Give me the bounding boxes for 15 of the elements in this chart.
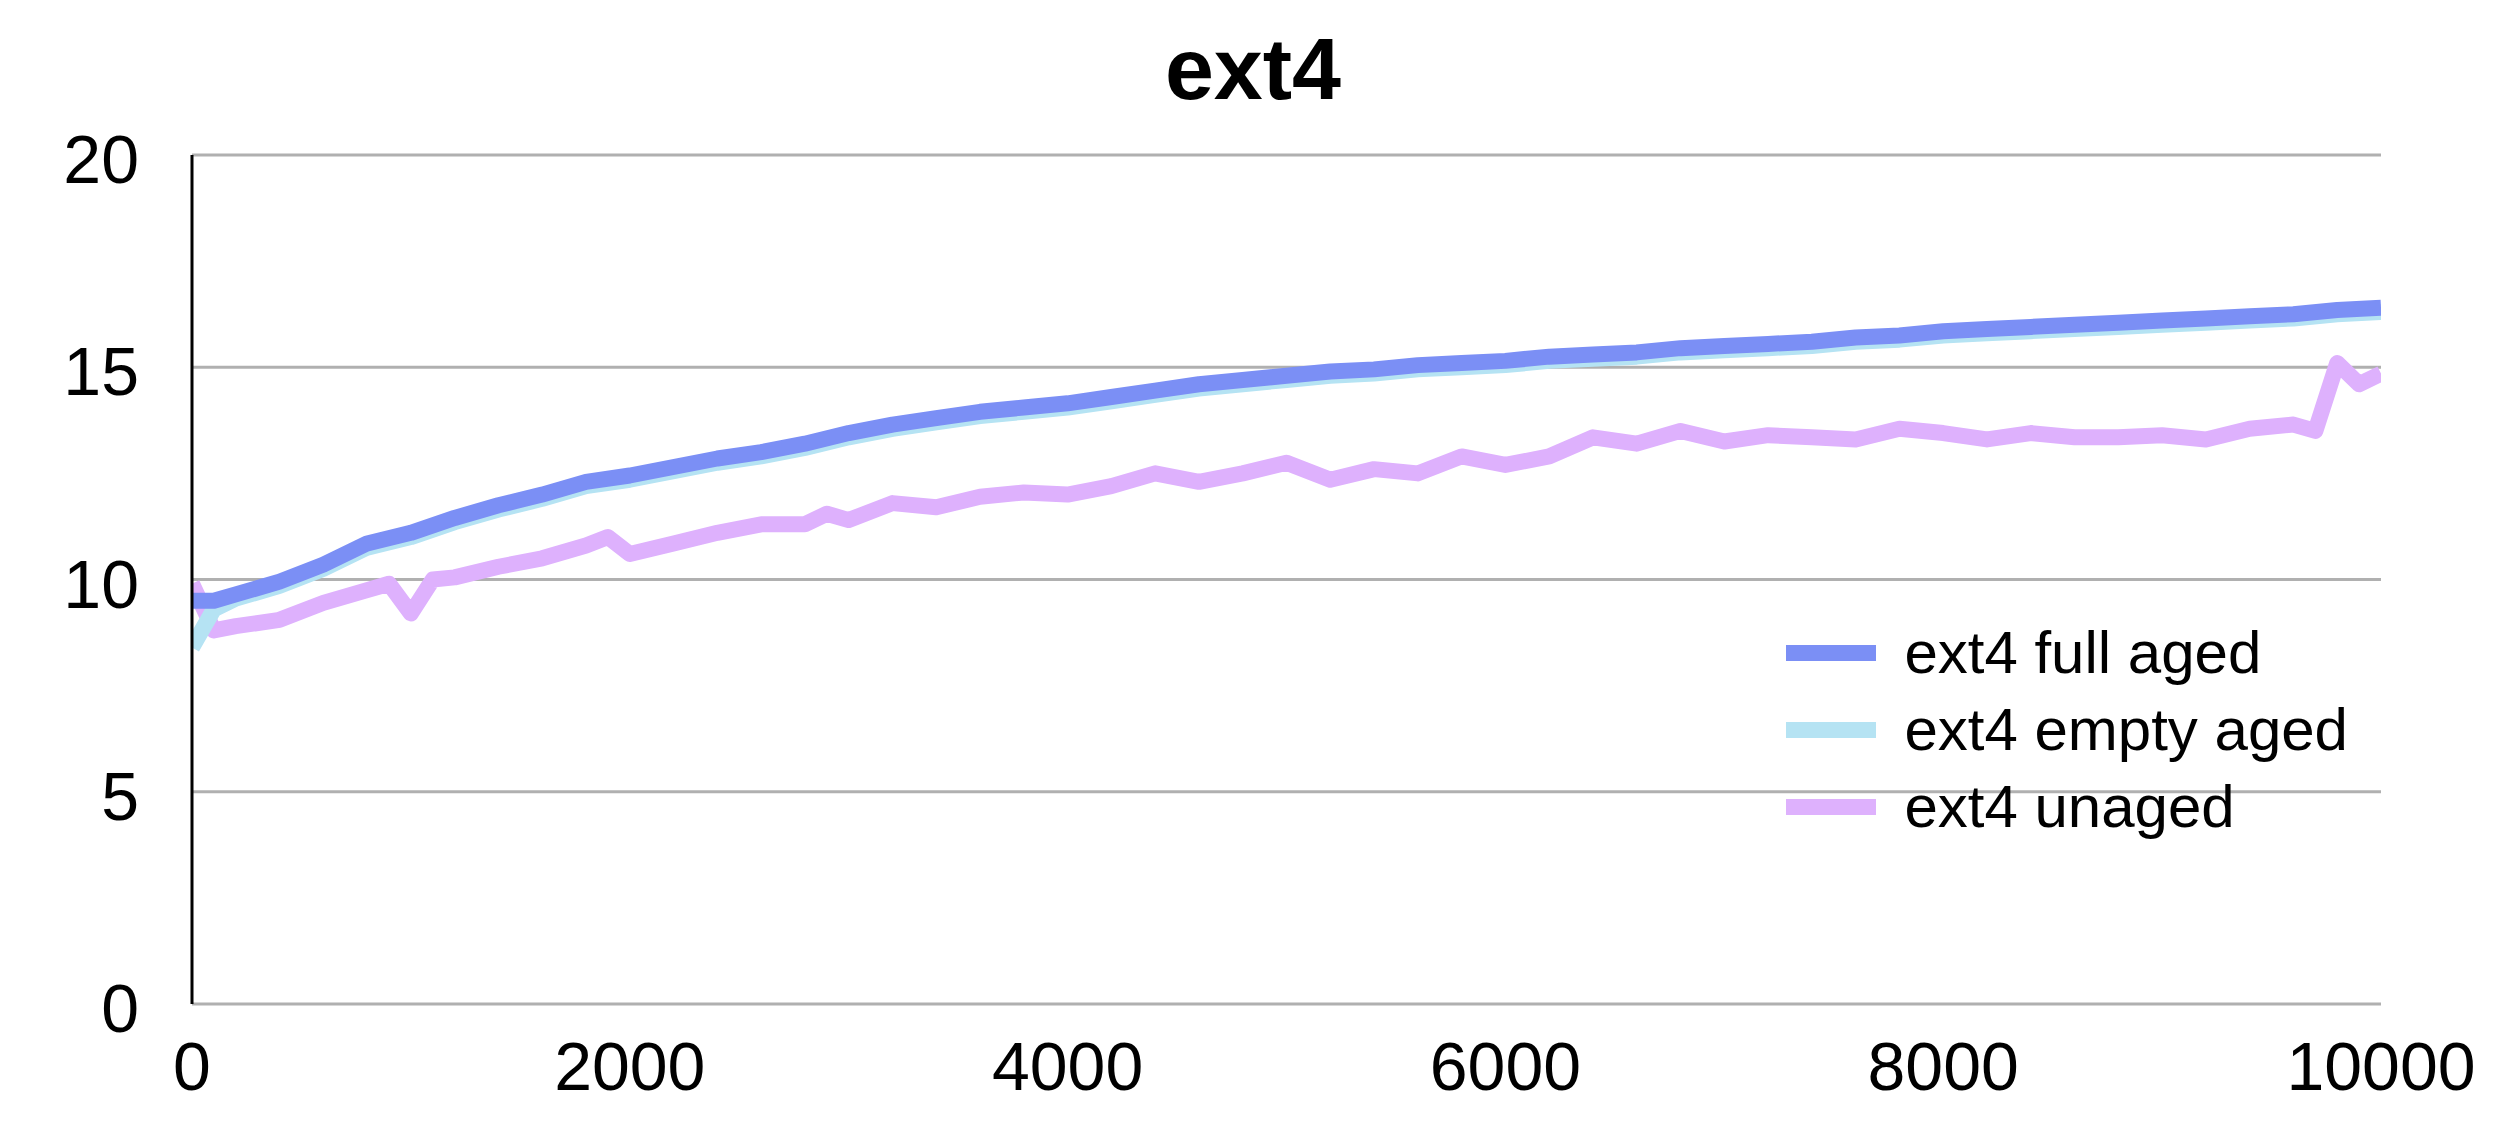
y-tick-label: 0 <box>101 970 139 1047</box>
x-tick-label: 6000 <box>1429 1028 1582 1105</box>
x-tick-label: 0 <box>173 1028 211 1105</box>
x-tick-label: 2000 <box>554 1028 706 1105</box>
y-tick-label: 10 <box>63 545 139 622</box>
legend-label: ext4 full aged <box>1904 618 2262 687</box>
y-tick-label: 5 <box>101 757 139 834</box>
y-tick-label: 15 <box>63 333 139 410</box>
x-tick-label: 4000 <box>991 1028 1144 1105</box>
legend-label: ext4 empty aged <box>1904 695 2348 764</box>
legend-label: ext4 unaged <box>1904 772 2235 841</box>
y-tick-label: 20 <box>63 121 139 198</box>
chart-title: ext4 <box>1163 18 1343 120</box>
x-tick-label: 8000 <box>1867 1028 2019 1105</box>
x-tick-label: 10000 <box>2286 1028 2476 1105</box>
